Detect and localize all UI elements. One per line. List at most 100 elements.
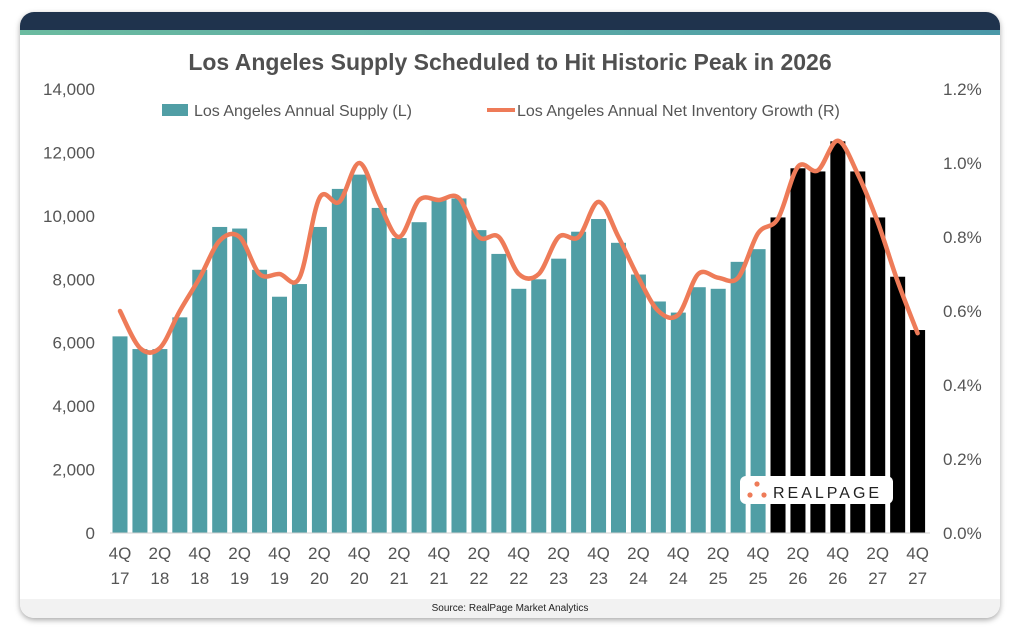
x-tick-label-year: 17 xyxy=(111,569,130,588)
supply-bar xyxy=(451,198,467,533)
supply-bar xyxy=(212,226,228,533)
x-tick-label-quarter: 4Q xyxy=(747,544,770,563)
accent-strip xyxy=(20,30,1000,35)
y-left-tick-label: 4,000 xyxy=(52,397,95,416)
supply-bar xyxy=(670,312,686,533)
x-tick-label-quarter: 2Q xyxy=(308,544,331,563)
x-tick-label-year: 26 xyxy=(828,569,847,588)
x-tick-label-year: 22 xyxy=(469,569,488,588)
realpage-logo: REALPAGE xyxy=(740,476,893,504)
supply-bar xyxy=(511,288,527,533)
x-tick-label-year: 25 xyxy=(749,569,768,588)
x-tick-label-year: 25 xyxy=(709,569,728,588)
x-tick-label-quarter: 2Q xyxy=(627,544,650,563)
legend-label-supply: Los Angeles Annual Supply (L) xyxy=(194,103,412,120)
x-tick-label-quarter: 2Q xyxy=(866,544,889,563)
x-tick-label-quarter: 4Q xyxy=(109,544,132,563)
y-right-tick-label: 0.0% xyxy=(943,524,982,543)
x-tick-label-year: 19 xyxy=(270,569,289,588)
legend-label-growth: Los Angeles Annual Net Inventory Growth … xyxy=(517,103,840,120)
x-tick-label-quarter: 2Q xyxy=(149,544,172,563)
forecast-supply-bar xyxy=(890,276,906,533)
supply-bar xyxy=(551,258,567,533)
x-tick-label-year: 22 xyxy=(509,569,528,588)
x-tick-label-quarter: 4Q xyxy=(906,544,929,563)
x-tick-label-quarter: 2Q xyxy=(707,544,730,563)
x-tick-label-year: 24 xyxy=(629,569,648,588)
source-note: Source: RealPage Market Analytics xyxy=(20,599,1000,618)
x-tick-label-quarter: 4Q xyxy=(667,544,690,563)
y-right-tick-label: 0.2% xyxy=(943,450,982,469)
forecast-supply-bar xyxy=(810,171,826,533)
supply-bar xyxy=(272,296,288,533)
x-tick-label-year: 19 xyxy=(230,569,249,588)
x-tick-label-year: 24 xyxy=(669,569,688,588)
x-tick-label-year: 18 xyxy=(190,569,209,588)
x-tick-label-quarter: 4Q xyxy=(268,544,291,563)
legend-swatch-supply xyxy=(162,104,188,116)
supply-bar xyxy=(531,279,547,533)
supply-bar xyxy=(591,219,607,533)
y-left-tick-label: 8,000 xyxy=(52,270,95,289)
forecast-supply-bar xyxy=(830,141,846,534)
x-tick-label-year: 20 xyxy=(310,569,329,588)
x-tick-label-quarter: 4Q xyxy=(428,544,451,563)
x-tick-label-year: 21 xyxy=(390,569,409,588)
x-tick-label-quarter: 4Q xyxy=(348,544,371,563)
x-tick-label-quarter: 4Q xyxy=(507,544,530,563)
supply-bar xyxy=(152,349,168,533)
supply-bar xyxy=(611,242,626,534)
supply-bar xyxy=(630,274,646,533)
bars xyxy=(112,141,926,534)
y-left-tick-label: 14,000 xyxy=(43,80,95,99)
supply-bar xyxy=(431,198,447,533)
growth-line xyxy=(117,138,920,355)
legend: Los Angeles Annual Supply (L) Los Angele… xyxy=(162,103,840,120)
forecast-supply-bar xyxy=(850,171,866,533)
x-tick-label-quarter: 4Q xyxy=(587,544,610,563)
x-tick-label-year: 23 xyxy=(549,569,568,588)
y-right-tick-label: 0.6% xyxy=(943,302,982,321)
supply-bar xyxy=(750,249,766,533)
x-tick-label-quarter: 4Q xyxy=(826,544,849,563)
supply-bar xyxy=(411,222,427,533)
forecast-supply-bar xyxy=(790,168,806,534)
supply-bar xyxy=(730,261,746,533)
y-right-tick-label: 0.4% xyxy=(943,376,982,395)
x-tick-label-year: 27 xyxy=(868,569,887,588)
supply-bar xyxy=(311,226,327,533)
x-tick-label-year: 23 xyxy=(589,569,608,588)
x-tick-label-quarter: 2Q xyxy=(388,544,411,563)
chart-title: Los Angeles Supply Scheduled to Hit Hist… xyxy=(188,49,831,75)
supply-bar xyxy=(391,238,407,534)
x-tick-label-year: 21 xyxy=(430,569,449,588)
y-left-tick-label: 12,000 xyxy=(43,143,95,162)
forecast-supply-bar xyxy=(870,217,886,533)
supply-bar xyxy=(571,231,587,533)
supply-bar xyxy=(690,287,706,533)
x-tick-label-year: 20 xyxy=(350,569,369,588)
x-tick-label-quarter: 2Q xyxy=(468,544,491,563)
supply-bar xyxy=(371,207,387,533)
supply-bar xyxy=(491,253,507,533)
y-left-tick-label: 10,000 xyxy=(43,207,95,226)
supply-bar xyxy=(232,228,248,534)
x-tick-label-year: 26 xyxy=(788,569,807,588)
x-tick-label-quarter: 2Q xyxy=(228,544,251,563)
supply-bar xyxy=(331,188,347,533)
y-left-tick-label: 0 xyxy=(86,524,95,543)
supply-bar xyxy=(172,317,188,533)
forecast-supply-bar xyxy=(910,330,926,533)
x-tick-label-quarter: 2Q xyxy=(787,544,810,563)
svg-text:REALPAGE: REALPAGE xyxy=(773,485,882,502)
x-tick-label-quarter: 4Q xyxy=(188,544,211,563)
forecast-supply-bar xyxy=(770,217,786,533)
supply-bar xyxy=(252,269,268,533)
y-left-tick-label: 2,000 xyxy=(52,461,95,480)
supply-bar xyxy=(351,174,367,533)
header-bar xyxy=(20,12,1000,30)
y-right-tick-label: 1.0% xyxy=(943,154,982,173)
supply-bar xyxy=(650,301,666,533)
supply-bar xyxy=(112,336,128,533)
